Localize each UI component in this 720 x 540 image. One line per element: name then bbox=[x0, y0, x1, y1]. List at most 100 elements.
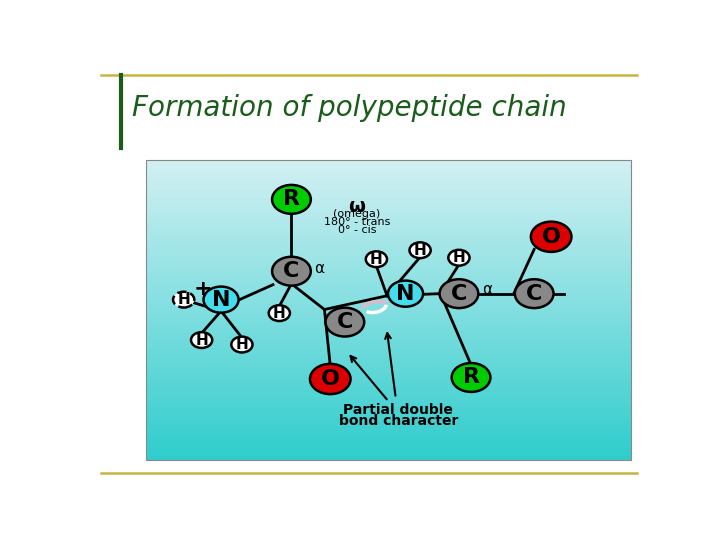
Circle shape bbox=[272, 256, 311, 286]
Bar bbox=[145, 183, 631, 187]
Bar bbox=[145, 411, 631, 415]
Bar bbox=[145, 246, 631, 250]
Bar bbox=[145, 205, 631, 209]
Bar bbox=[145, 374, 631, 377]
Text: R: R bbox=[283, 190, 300, 210]
Bar bbox=[145, 302, 631, 306]
Bar bbox=[145, 172, 631, 176]
Bar bbox=[145, 187, 631, 191]
Bar bbox=[145, 299, 631, 302]
Bar bbox=[145, 273, 631, 276]
Text: C: C bbox=[337, 312, 353, 332]
Bar bbox=[145, 160, 631, 164]
Bar bbox=[145, 224, 631, 228]
Bar bbox=[145, 276, 631, 280]
Circle shape bbox=[310, 364, 351, 394]
Bar bbox=[145, 333, 631, 336]
Bar bbox=[145, 366, 631, 370]
Circle shape bbox=[410, 242, 431, 258]
Text: C: C bbox=[283, 261, 300, 281]
Circle shape bbox=[231, 336, 253, 353]
Bar bbox=[145, 261, 631, 265]
Text: 0° - cis: 0° - cis bbox=[338, 225, 377, 235]
Bar bbox=[145, 258, 631, 261]
Bar bbox=[145, 168, 631, 172]
Text: H: H bbox=[177, 292, 190, 307]
Circle shape bbox=[173, 292, 194, 308]
Bar bbox=[145, 179, 631, 183]
Bar bbox=[145, 437, 631, 441]
Bar bbox=[145, 422, 631, 426]
Circle shape bbox=[272, 185, 311, 214]
Bar bbox=[145, 235, 631, 239]
Bar bbox=[145, 232, 631, 235]
Text: α: α bbox=[314, 261, 325, 276]
Bar bbox=[145, 321, 631, 325]
Bar bbox=[145, 217, 631, 220]
Bar bbox=[145, 176, 631, 179]
Text: bond character: bond character bbox=[338, 414, 458, 428]
Bar bbox=[145, 194, 631, 198]
Bar bbox=[145, 396, 631, 400]
Text: H: H bbox=[453, 250, 465, 265]
Text: H: H bbox=[235, 337, 248, 352]
Circle shape bbox=[439, 279, 478, 308]
Bar bbox=[145, 164, 631, 168]
Bar bbox=[145, 198, 631, 201]
Bar bbox=[145, 377, 631, 381]
Bar bbox=[145, 220, 631, 224]
Text: (omega): (omega) bbox=[333, 210, 381, 219]
Bar bbox=[145, 407, 631, 411]
Bar bbox=[145, 329, 631, 333]
Bar bbox=[145, 370, 631, 374]
Bar bbox=[145, 449, 631, 453]
Bar bbox=[145, 213, 631, 217]
Circle shape bbox=[191, 332, 212, 348]
Bar bbox=[145, 389, 631, 393]
Text: C: C bbox=[451, 284, 467, 303]
Bar bbox=[145, 445, 631, 449]
Bar bbox=[145, 456, 631, 460]
Circle shape bbox=[366, 251, 387, 267]
Text: O: O bbox=[541, 227, 561, 247]
Bar bbox=[145, 418, 631, 422]
Bar bbox=[145, 265, 631, 269]
Text: N: N bbox=[396, 284, 415, 303]
Bar bbox=[145, 362, 631, 366]
Bar bbox=[145, 250, 631, 254]
Text: α: α bbox=[482, 282, 492, 296]
Bar bbox=[145, 381, 631, 385]
Circle shape bbox=[515, 279, 554, 308]
Bar bbox=[145, 352, 631, 355]
Bar bbox=[145, 415, 631, 419]
Bar bbox=[145, 348, 631, 352]
Bar bbox=[145, 280, 631, 284]
Text: N: N bbox=[212, 289, 230, 309]
Bar bbox=[145, 404, 631, 407]
Circle shape bbox=[325, 308, 364, 336]
Text: Formation of polypeptide chain: Formation of polypeptide chain bbox=[132, 94, 567, 123]
Bar bbox=[145, 325, 631, 329]
Bar bbox=[145, 201, 631, 205]
Bar bbox=[145, 340, 631, 344]
Bar bbox=[145, 306, 631, 310]
Bar bbox=[145, 295, 631, 299]
Bar bbox=[145, 393, 631, 396]
Bar bbox=[145, 314, 631, 318]
Bar bbox=[145, 355, 631, 359]
Text: R: R bbox=[462, 368, 480, 388]
Circle shape bbox=[531, 221, 572, 252]
Bar bbox=[145, 359, 631, 362]
Bar bbox=[145, 400, 631, 404]
Bar bbox=[145, 228, 631, 232]
Circle shape bbox=[269, 305, 290, 321]
Bar bbox=[145, 284, 631, 288]
Circle shape bbox=[388, 281, 423, 307]
Bar bbox=[145, 310, 631, 314]
Bar bbox=[145, 336, 631, 340]
Text: +: + bbox=[194, 279, 212, 299]
Bar bbox=[145, 269, 631, 273]
Circle shape bbox=[451, 363, 490, 392]
Text: O: O bbox=[321, 369, 340, 389]
Bar bbox=[145, 385, 631, 389]
